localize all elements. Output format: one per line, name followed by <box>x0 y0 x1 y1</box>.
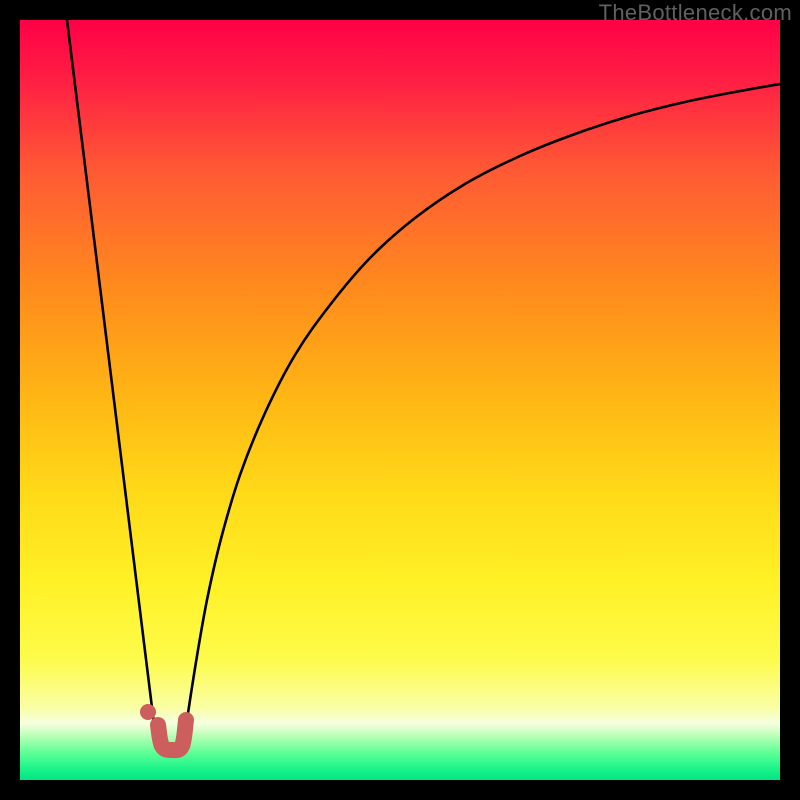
marker-group <box>140 704 186 750</box>
marker-hook <box>158 720 186 750</box>
plot-area <box>20 20 780 780</box>
right-curve <box>184 84 780 740</box>
chart-frame: TheBottleneck.com <box>0 0 800 800</box>
marker-dot <box>140 704 156 720</box>
watermark-text: TheBottleneck.com <box>599 0 792 26</box>
left-curve <box>67 20 156 740</box>
curve-group <box>67 20 780 740</box>
curves-layer <box>20 20 780 780</box>
